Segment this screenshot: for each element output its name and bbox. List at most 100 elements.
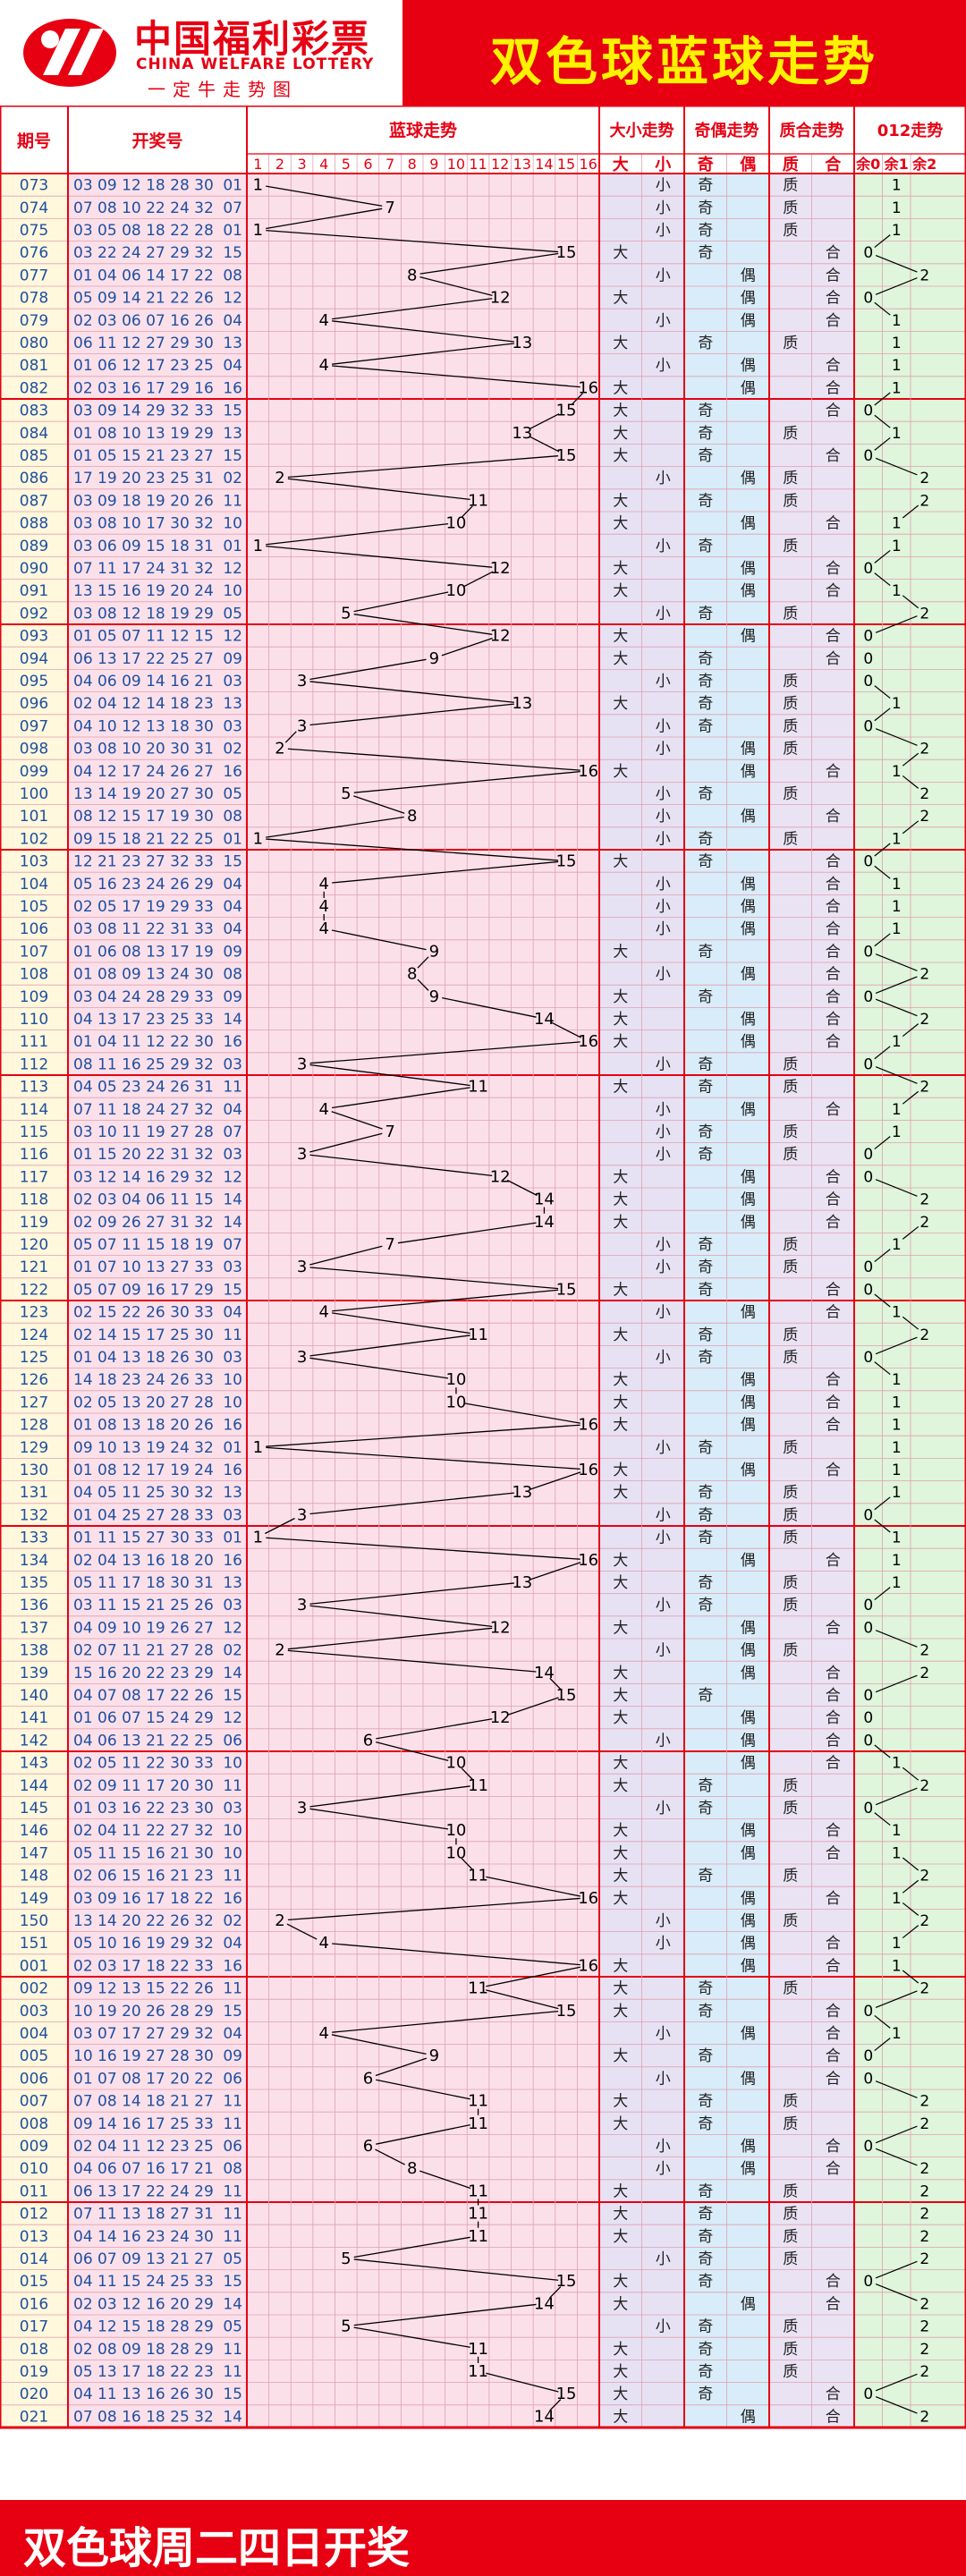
red-balls: 07 08 10 22 24 32 [73, 199, 214, 217]
size-small: 小 [656, 808, 671, 826]
size-big: 大 [613, 1462, 628, 1479]
red-balls: 03 11 15 21 25 26 [73, 1597, 214, 1614]
issue-number: 016 [20, 2295, 48, 2313]
size-big: 大 [613, 1868, 628, 1885]
blue-trend-value: 10 [445, 514, 466, 533]
mod-trend-line [875, 998, 918, 1017]
parity-odd: 奇 [698, 2093, 713, 2111]
blue-ball-value: 15 [223, 1687, 242, 1705]
red-balls: 04 10 12 13 18 30 [73, 717, 214, 735]
issue-number: 074 [20, 199, 48, 217]
blue-ball-value: 07 [223, 199, 242, 217]
composite-value: 合 [826, 763, 841, 781]
mod-value: 1 [892, 695, 902, 713]
mod-value: 0 [863, 560, 873, 578]
blue-ball-value: 03 [223, 1506, 242, 1524]
blue-ball-value: 15 [223, 2273, 242, 2291]
red-balls: 03 06 09 15 18 31 [73, 538, 214, 555]
issue-number: 094 [20, 650, 48, 668]
parity-even: 偶 [741, 1957, 756, 1975]
blue-trend-line [529, 413, 560, 430]
parity-even: 偶 [741, 1844, 756, 1862]
red-balls: 01 05 07 11 12 15 [73, 628, 214, 646]
blue-trend-line [286, 1923, 318, 1940]
parity-even: 偶 [741, 379, 756, 397]
blue-trend-value: 15 [556, 1686, 577, 1705]
red-balls: 06 13 17 22 24 29 [73, 2182, 214, 2200]
issue-number: 108 [20, 966, 48, 984]
mod-value: 1 [892, 425, 902, 443]
issue-number: 109 [20, 988, 48, 1006]
prime-value: 质 [783, 1055, 798, 1073]
issue-number: 146 [20, 1822, 48, 1840]
size-big: 大 [613, 988, 628, 1006]
prime-value: 质 [783, 785, 798, 803]
issue-number: 150 [20, 1912, 48, 1930]
blue-trend-line [463, 1402, 580, 1424]
mod-value: 1 [892, 1394, 902, 1411]
issue-number: 076 [20, 244, 48, 262]
mod-value: 1 [892, 199, 902, 217]
mod-value: 1 [892, 1462, 902, 1479]
red-balls: 09 10 13 19 24 32 [73, 1439, 214, 1457]
mod-trend-line [874, 301, 891, 316]
blue-trend-line [551, 1021, 581, 1038]
blue-trend-line [266, 1537, 580, 1560]
blue-trend-line [332, 860, 559, 884]
composite-value: 合 [826, 1755, 841, 1773]
mod-trend-line [902, 820, 919, 835]
prime-value: 质 [783, 1349, 798, 1367]
blue-trend-value: 15 [556, 243, 577, 262]
issue-number: 138 [20, 1642, 48, 1660]
size-big: 大 [613, 1281, 628, 1299]
issue-number: 088 [20, 515, 48, 533]
composite-value: 合 [826, 1462, 841, 1479]
size-small: 小 [656, 717, 671, 735]
blue-trend-value: 1 [253, 1438, 263, 1457]
composite-value: 合 [826, 943, 841, 961]
mod-value: 1 [892, 1371, 902, 1389]
parity-odd: 奇 [698, 1258, 713, 1276]
size-big: 大 [613, 2206, 628, 2224]
blue-trend-line [266, 185, 383, 207]
blue-ball-value: 06 [223, 2070, 242, 2088]
mod-value: 0 [863, 1281, 873, 1299]
composite-value: 合 [826, 244, 841, 262]
size-big: 大 [613, 244, 628, 262]
composite-value: 合 [826, 1822, 841, 1840]
red-balls: 03 12 14 16 29 32 [73, 1168, 214, 1186]
prime-value: 质 [783, 1079, 798, 1097]
blue-trend-line [461, 505, 473, 518]
mod-trend-line [902, 1857, 919, 1871]
size-small: 小 [656, 1506, 671, 1524]
parity-even: 偶 [741, 1912, 756, 1930]
prime-value: 质 [783, 1236, 798, 1254]
blue-trend-line [376, 1718, 493, 1740]
blue-trend-value: 4 [318, 875, 328, 894]
mod-value: 2 [919, 1011, 929, 1029]
parity-odd: 奇 [698, 2182, 713, 2200]
blue-ball-value: 04 [223, 2025, 242, 2043]
size-small: 小 [656, 1597, 671, 1614]
prime-value: 质 [783, 2250, 798, 2268]
prime-value: 质 [783, 335, 798, 352]
blue-ball-value: 14 [223, 2408, 242, 2426]
red-balls: 01 04 25 27 28 33 [73, 1506, 214, 1524]
blue-trend-line [266, 522, 449, 546]
red-balls: 01 07 10 13 27 33 [73, 1258, 214, 1276]
red-balls: 02 09 11 17 20 30 [73, 1777, 214, 1795]
blue-trend-value: 1 [253, 829, 263, 848]
parity-odd: 奇 [698, 425, 713, 443]
size-big: 大 [613, 1957, 628, 1975]
composite-value: 合 [826, 1101, 841, 1119]
blue-trend-value: 8 [407, 807, 417, 826]
red-balls: 07 11 18 24 27 32 [73, 1101, 214, 1119]
blue-ball-value: 16 [223, 1417, 242, 1435]
mod-trend-line [875, 2373, 918, 2392]
issue-number: 107 [20, 943, 48, 961]
parity-odd: 奇 [698, 650, 713, 668]
blue-ball-value: 12 [223, 1168, 242, 1186]
red-balls: 01 06 08 13 17 19 [73, 943, 214, 961]
mod-value: 2 [919, 1191, 929, 1209]
